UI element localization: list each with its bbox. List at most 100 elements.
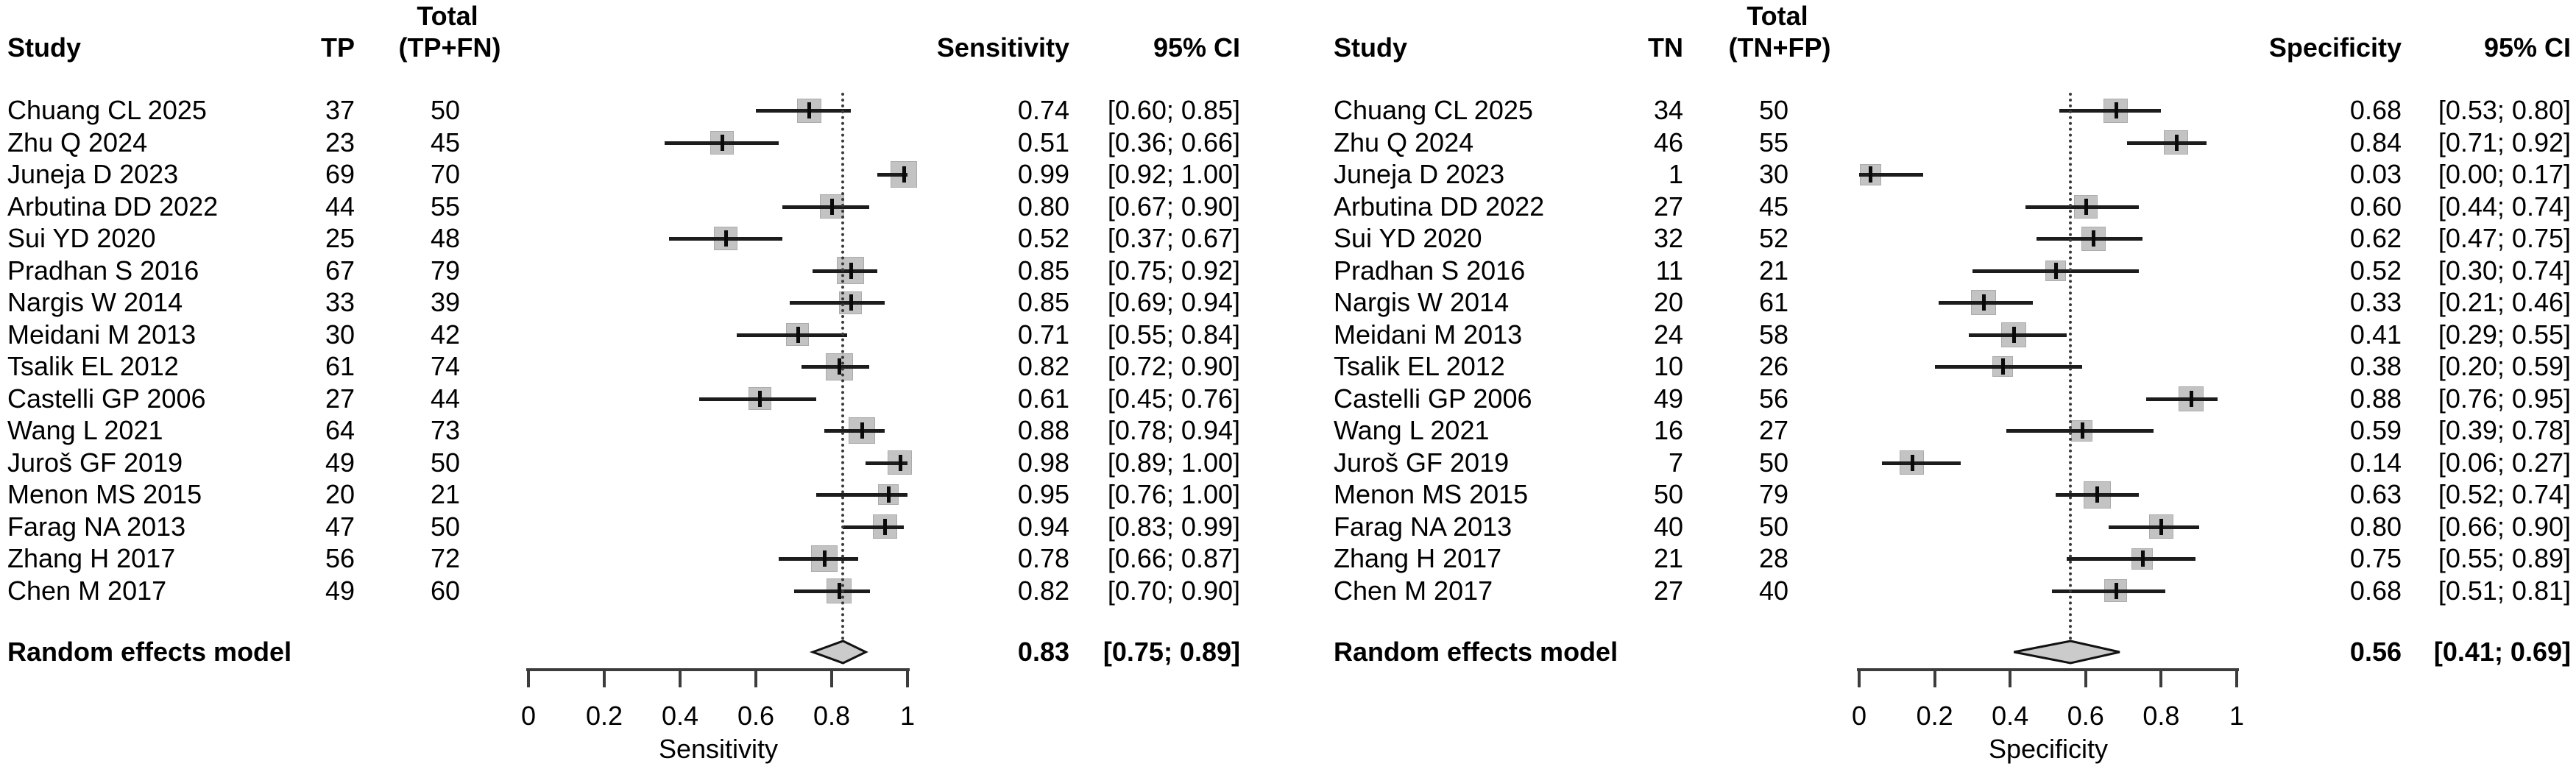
point-estimate-tick (838, 582, 842, 599)
point-estimate-tick (2092, 230, 2096, 247)
estimate-value: 0.38 (2349, 351, 2402, 381)
column-header-ci: 95% CI (1153, 32, 1240, 63)
count-value: 69 (325, 159, 355, 189)
total-value: 50 (1758, 447, 1788, 478)
count-value: 11 (1655, 255, 1683, 286)
study-label: Farag NA 2013 (7, 511, 186, 542)
x-axis-tick (2159, 670, 2163, 687)
estimate-value: 0.94 (1017, 511, 1069, 542)
count-value: 47 (325, 511, 355, 542)
study-label: Arbutina DD 2022 (1334, 191, 1545, 222)
point-estimate-tick (2114, 582, 2118, 599)
point-estimate-tick (849, 262, 853, 279)
point-estimate-tick (2140, 550, 2145, 567)
study-label: Zhu Q 2024 (7, 127, 148, 157)
total-value: 55 (430, 191, 460, 222)
x-axis-tick-label: 0 (520, 701, 537, 731)
count-value: 49 (325, 575, 355, 606)
column-header-total-bottom: (TP+FN) (398, 32, 501, 63)
count-value: 37 (325, 95, 355, 125)
x-axis-tick (754, 670, 757, 687)
point-estimate-tick (838, 358, 842, 375)
total-value: 44 (430, 383, 460, 414)
x-axis-tick-label: 0.6 (2067, 701, 2104, 731)
study-label: Wang L 2021 (1334, 415, 1490, 445)
ci-text: [0.44; 0.74] (2438, 191, 2571, 222)
count-value: 27 (325, 383, 355, 414)
study-label: Tsalik EL 2012 (1334, 351, 1505, 381)
x-axis-tick-label: 0.4 (1992, 701, 2029, 731)
ci-line (824, 429, 885, 433)
column-header-specificity: Specificity (2268, 32, 2402, 63)
total-value: 27 (1758, 415, 1788, 445)
point-estimate-tick (860, 422, 865, 439)
count-value: 56 (325, 543, 355, 573)
x-axis-title: Sensitivity (658, 734, 779, 764)
point-estimate-tick (1982, 294, 1986, 311)
pooled-row-label: Random effects model (1334, 637, 1618, 667)
estimate-value: 0.52 (2349, 255, 2402, 286)
estimate-value: 0.80 (2349, 511, 2402, 542)
study-label: Castelli GP 2006 (7, 383, 206, 414)
study-label: Wang L 2021 (7, 415, 163, 445)
study-label: Farag NA 2013 (1334, 511, 1512, 542)
total-value: 56 (1758, 383, 1788, 414)
total-value: 40 (1758, 575, 1788, 606)
count-value: 23 (325, 127, 355, 157)
study-label: Zhang H 2017 (1334, 543, 1502, 573)
pooled-ci-text: [0.41; 0.69] (2433, 637, 2571, 667)
ci-text: [0.30; 0.74] (2438, 255, 2571, 286)
total-value: 28 (1758, 543, 1788, 573)
ci-text: [0.36; 0.66] (1107, 127, 1240, 157)
total-value: 30 (1758, 159, 1788, 189)
count-value: 44 (325, 191, 355, 222)
total-value: 73 (430, 415, 460, 445)
total-value: 79 (430, 255, 460, 286)
column-header-tn: TN (1648, 32, 1683, 63)
ci-text: [0.55; 0.89] (2438, 543, 2571, 573)
count-value: 27 (1653, 575, 1683, 606)
study-label: Menon MS 2015 (7, 479, 202, 509)
point-estimate-tick (2000, 358, 2005, 375)
count-value: 67 (325, 255, 355, 286)
ci-line (1859, 173, 1924, 177)
ci-text: [0.60; 0.85] (1107, 95, 1240, 125)
ci-line (843, 525, 904, 529)
total-value: 50 (430, 95, 460, 125)
column-header-study: Study (1334, 32, 1408, 63)
point-estimate-tick (2080, 422, 2084, 439)
estimate-value: 0.14 (2349, 447, 2402, 478)
pooled-ci-text: [0.75; 0.89] (1103, 637, 1240, 667)
study-label: Tsalik EL 2012 (7, 351, 179, 381)
ci-line (2067, 557, 2195, 561)
x-axis-tick (679, 670, 682, 687)
count-value: 61 (325, 351, 355, 381)
point-estimate-tick (830, 198, 834, 215)
point-estimate-tick (2114, 102, 2118, 118)
ci-text: [0.55; 0.84] (1107, 319, 1240, 350)
ci-text: [0.71; 0.92] (2438, 127, 2571, 157)
total-value: 21 (1758, 255, 1788, 286)
ci-text: [0.20; 0.59] (2438, 351, 2571, 381)
ci-line (2006, 429, 2154, 433)
estimate-value: 0.61 (1017, 383, 1069, 414)
total-value: 50 (430, 447, 460, 478)
estimate-value: 0.33 (2349, 287, 2402, 317)
x-axis-tick-label: 0.8 (813, 701, 851, 731)
study-label: Pradhan S 2016 (7, 255, 199, 286)
ci-text: [0.76; 0.95] (2438, 383, 2571, 414)
x-axis-title: Specificity (1988, 734, 2109, 764)
count-value: 20 (1653, 287, 1683, 317)
count-value: 34 (1653, 95, 1683, 125)
ci-line (801, 365, 870, 369)
x-axis-tick-label: 0.2 (585, 701, 623, 731)
x-axis-tick (1858, 670, 1861, 687)
estimate-value: 0.99 (1017, 159, 1069, 189)
column-header-total-bottom: (TN+FP) (1728, 32, 1831, 63)
count-value: 50 (1653, 479, 1683, 509)
estimate-value: 0.60 (2349, 191, 2402, 222)
ci-text: [0.76; 1.00] (1107, 479, 1240, 509)
ci-line (813, 269, 877, 273)
ci-text: [0.06; 0.27] (2438, 447, 2571, 478)
